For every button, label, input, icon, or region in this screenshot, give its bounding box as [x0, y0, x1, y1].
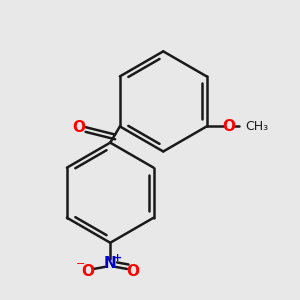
- Text: CH₃: CH₃: [245, 120, 268, 133]
- Text: N: N: [104, 256, 117, 272]
- Text: −: −: [76, 259, 86, 269]
- Text: +: +: [113, 253, 122, 263]
- Text: O: O: [222, 119, 235, 134]
- Text: O: O: [73, 120, 86, 135]
- Text: O: O: [82, 264, 95, 279]
- Text: O: O: [126, 264, 139, 279]
